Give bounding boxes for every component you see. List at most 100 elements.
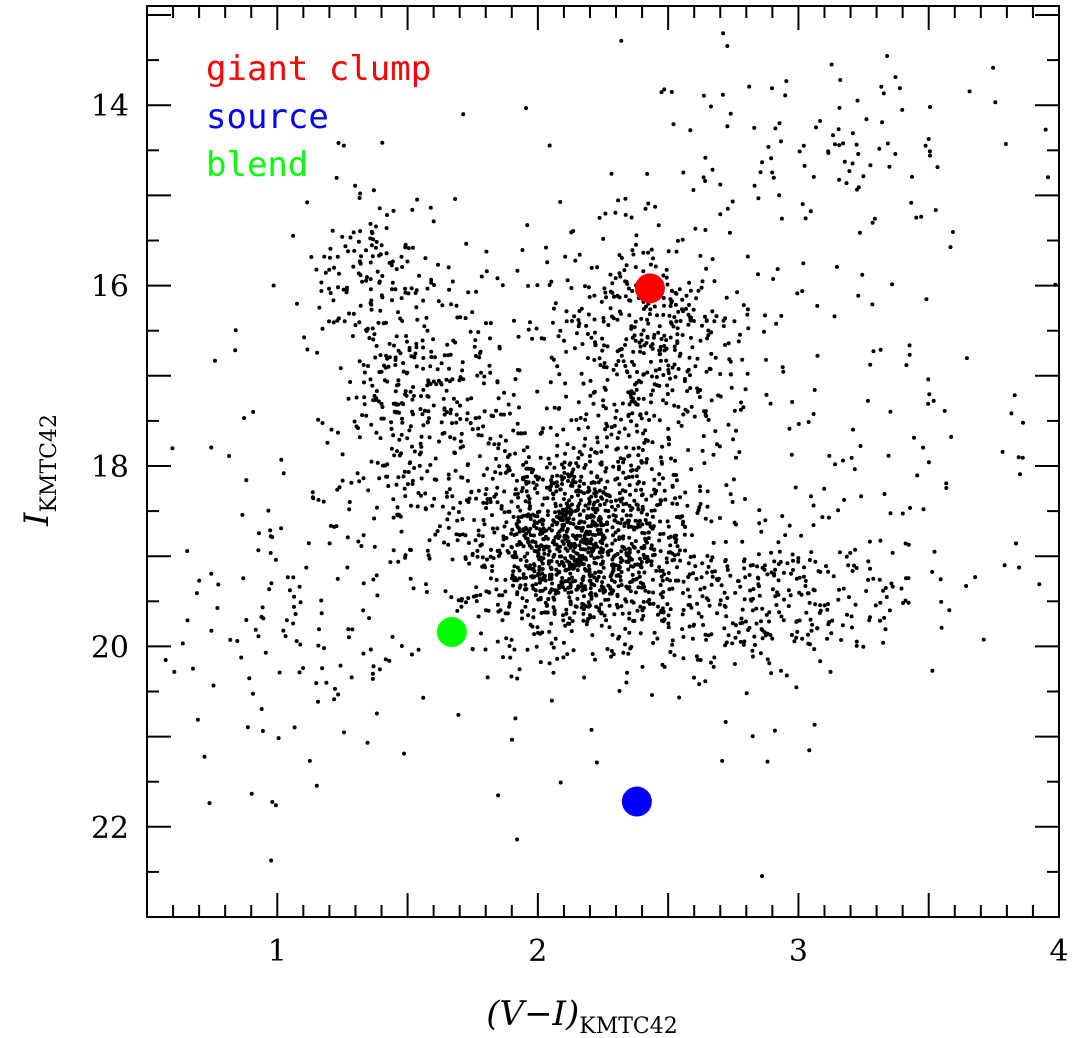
field-star-point: [698, 587, 703, 592]
field-star-point: [510, 554, 515, 559]
field-star-point: [557, 562, 562, 567]
field-star-point: [589, 265, 594, 270]
field-star-point: [563, 254, 568, 259]
field-star-point: [578, 519, 583, 524]
field-star-point: [577, 501, 582, 506]
field-star-point: [591, 390, 596, 395]
field-star-point: [881, 640, 886, 645]
field-star-point: [651, 590, 656, 595]
field-star-point: [807, 558, 812, 562]
field-star-point: [242, 416, 247, 421]
field-star-point: [906, 542, 911, 547]
field-star-point: [627, 402, 632, 407]
field-star-point: [348, 235, 353, 240]
field-star-point: [601, 319, 606, 324]
field-star-point: [552, 519, 557, 524]
field-star-point: [507, 644, 512, 648]
field-star-point: [707, 366, 712, 371]
field-star-point: [633, 338, 638, 343]
field-star-point: [375, 460, 380, 465]
field-star-point: [628, 646, 633, 651]
field-star-point: [593, 533, 598, 538]
field-star-point: [446, 265, 451, 270]
field-star-point: [773, 126, 778, 131]
field-star-point: [642, 556, 647, 561]
field-star-point: [281, 471, 286, 476]
field-star-point: [370, 383, 375, 388]
field-star-point: [320, 666, 325, 671]
field-star-point: [572, 545, 577, 550]
field-star-point: [377, 279, 382, 284]
field-star-point: [740, 607, 745, 612]
field-star-point: [340, 478, 345, 483]
field-star-point: [674, 291, 679, 296]
field-star-point: [808, 209, 813, 214]
field-star-point: [756, 196, 761, 201]
field-star-point: [678, 351, 683, 356]
field-star-point: [267, 587, 272, 592]
field-star-point: [534, 483, 539, 488]
field-star-point: [543, 578, 548, 583]
field-star-point: [611, 533, 615, 538]
field-star-point: [692, 554, 697, 559]
field-star-point: [521, 513, 526, 518]
field-star-point: [403, 392, 408, 397]
field-star-point: [672, 403, 677, 408]
field-star-point: [337, 271, 341, 276]
field-star-point: [636, 549, 641, 554]
field-star-point: [652, 382, 657, 387]
field-star-point: [411, 393, 416, 398]
field-star-point: [569, 230, 574, 235]
field-star-point: [665, 602, 670, 607]
field-star-point: [658, 583, 663, 587]
field-star-point: [710, 574, 715, 579]
field-star-point: [856, 152, 861, 156]
field-star-point: [741, 303, 746, 308]
field-star-point: [420, 412, 425, 417]
field-star-point: [470, 553, 475, 557]
field-star-point: [397, 437, 402, 442]
field-star-point: [763, 633, 768, 638]
field-star-point: [564, 534, 569, 538]
field-star-point: [277, 670, 282, 675]
field-star-point: [484, 589, 489, 594]
field-star-point: [589, 537, 594, 542]
field-star-point: [476, 528, 481, 533]
field-star-point: [450, 377, 455, 382]
field-star-point: [553, 636, 558, 641]
field-star-point: [396, 559, 401, 564]
field-star-point: [361, 363, 366, 367]
field-star-point: [517, 585, 522, 590]
field-star-point: [563, 451, 568, 456]
field-star-point: [543, 600, 548, 605]
field-star-point: [576, 456, 581, 460]
field-star-point: [899, 586, 904, 591]
field-star-point: [710, 555, 715, 560]
field-star-point: [517, 368, 522, 373]
field-star-point: [762, 563, 767, 568]
y-tick-label: 18: [91, 450, 129, 485]
field-star-point: [710, 309, 715, 314]
field-star-point: [673, 496, 677, 501]
field-star-point: [614, 408, 619, 413]
field-star-point: [667, 313, 672, 318]
field-star-point: [745, 371, 750, 376]
field-star-point: [586, 285, 591, 290]
field-star-point: [702, 461, 707, 466]
field-star-point: [357, 359, 362, 364]
field-star-point: [657, 481, 662, 486]
field-star-point: [643, 518, 648, 522]
field-star-point: [445, 517, 450, 522]
field-star-point: [609, 649, 614, 653]
field-star-point: [427, 538, 432, 543]
field-star-point: [554, 484, 559, 489]
field-star-point: [783, 533, 788, 538]
field-star-point: [680, 522, 685, 527]
field-star-point: [796, 422, 801, 426]
field-star-point: [888, 511, 893, 516]
field-star-point: [664, 338, 669, 343]
field-star-point: [393, 363, 398, 367]
field-star-point: [366, 488, 371, 493]
field-star-point: [253, 627, 258, 632]
field-star-point: [559, 462, 564, 467]
